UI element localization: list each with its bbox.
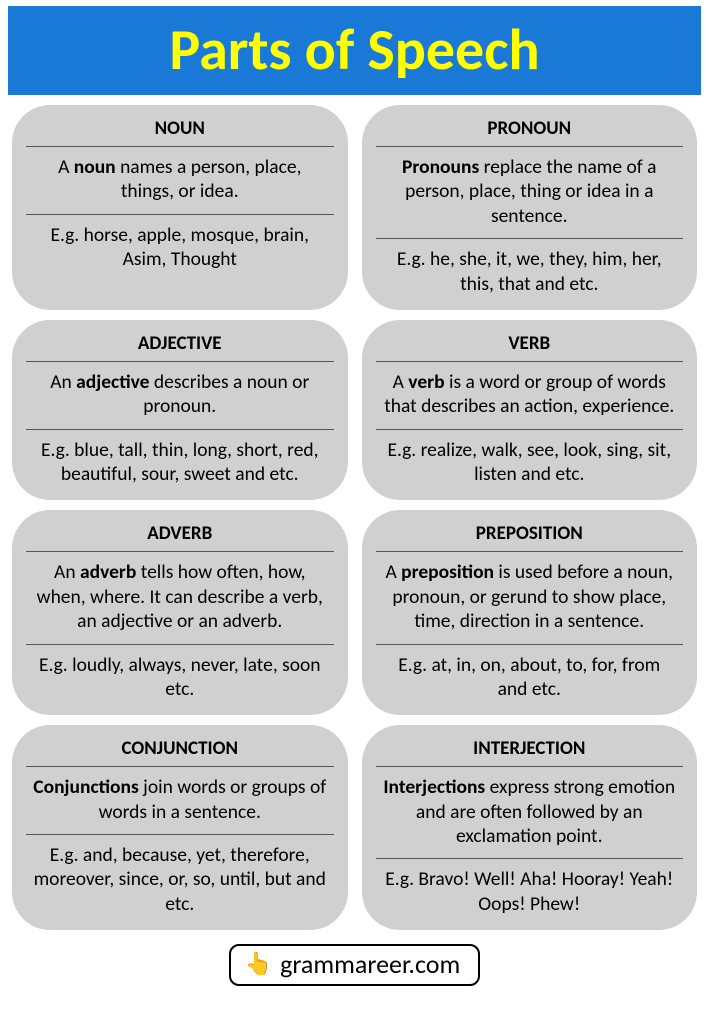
card-title: ADVERB <box>26 518 334 552</box>
card-example: E.g. realize, walk, see, look, sing, sit… <box>376 430 684 491</box>
card-definition: A noun names a person, place, things, or… <box>26 147 334 215</box>
cards-grid: NOUNA noun names a person, place, things… <box>0 105 709 938</box>
card-preposition: PREPOSITIONA preposition is used before … <box>362 510 698 715</box>
card-definition: Interjections express strong emotion and… <box>376 767 684 859</box>
footer: 👆 grammareer.com <box>0 938 709 996</box>
card-title: ADJECTIVE <box>26 328 334 362</box>
card-example: E.g. horse, apple, mosque, brain, Asim, … <box>26 215 334 276</box>
def-before: A <box>58 155 74 179</box>
def-before: A <box>393 370 409 394</box>
card-definition: Conjunctions join words or groups of wor… <box>26 767 334 835</box>
card-title: NOUN <box>26 113 334 147</box>
card-title: PRONOUN <box>376 113 684 147</box>
card-definition: Pronouns replace the name of a person, p… <box>376 147 684 239</box>
def-bold: preposition <box>401 560 494 584</box>
source-site: grammareer.com <box>280 948 460 980</box>
card-example: E.g. at, in, on, about, to, for, from an… <box>376 645 684 706</box>
card-example: E.g. and, because, yet, therefore, moreo… <box>26 835 334 920</box>
def-bold: adverb <box>80 560 136 584</box>
def-before: A <box>385 560 401 584</box>
card-conjunction: CONJUNCTIONConjunctions join words or gr… <box>12 725 348 930</box>
card-noun: NOUNA noun names a person, place, things… <box>12 105 348 310</box>
def-after: names a person, place, things, or idea. <box>116 155 302 203</box>
card-definition: A verb is a word or group of words that … <box>376 362 684 430</box>
card-adverb: ADVERBAn adverb tells how often, how, wh… <box>12 510 348 715</box>
def-bold: verb <box>408 370 444 394</box>
card-title: PREPOSITION <box>376 518 684 552</box>
card-example: E.g. loudly, always, never, late, soon e… <box>26 645 334 706</box>
card-pronoun: PRONOUNPronouns replace the name of a pe… <box>362 105 698 310</box>
card-title: VERB <box>376 328 684 362</box>
def-bold: adjective <box>76 370 149 394</box>
def-bold: Conjunctions <box>33 775 138 799</box>
card-example: E.g. he, she, it, we, they, him, her, th… <box>376 239 684 300</box>
card-interjection: INTERJECTIONInterjections express strong… <box>362 725 698 930</box>
card-adjective: ADJECTIVEAn adjective describes a noun o… <box>12 320 348 501</box>
card-definition: An adjective describes a noun or pronoun… <box>26 362 334 430</box>
card-verb: VERBA verb is a word or group of words t… <box>362 320 698 501</box>
def-bold: noun <box>74 155 116 179</box>
card-title: INTERJECTION <box>376 733 684 767</box>
page-title: Parts of Speech <box>8 6 701 95</box>
def-before: An <box>50 370 76 394</box>
def-bold: Pronouns <box>402 155 479 179</box>
source-pill: 👆 grammareer.com <box>229 944 481 986</box>
card-definition: An adverb tells how often, how, when, wh… <box>26 552 334 644</box>
card-definition: A preposition is used before a noun, pro… <box>376 552 684 644</box>
card-example: E.g. Bravo! Well! Aha! Hooray! Yeah! Oop… <box>376 859 684 920</box>
def-bold: Interjections <box>383 775 485 799</box>
def-before: An <box>54 560 80 584</box>
pointer-icon: 👆 <box>245 953 272 975</box>
card-example: E.g. blue, tall, thin, long, short, red,… <box>26 430 334 491</box>
def-after: describes a noun or pronoun. <box>143 370 309 418</box>
card-title: CONJUNCTION <box>26 733 334 767</box>
